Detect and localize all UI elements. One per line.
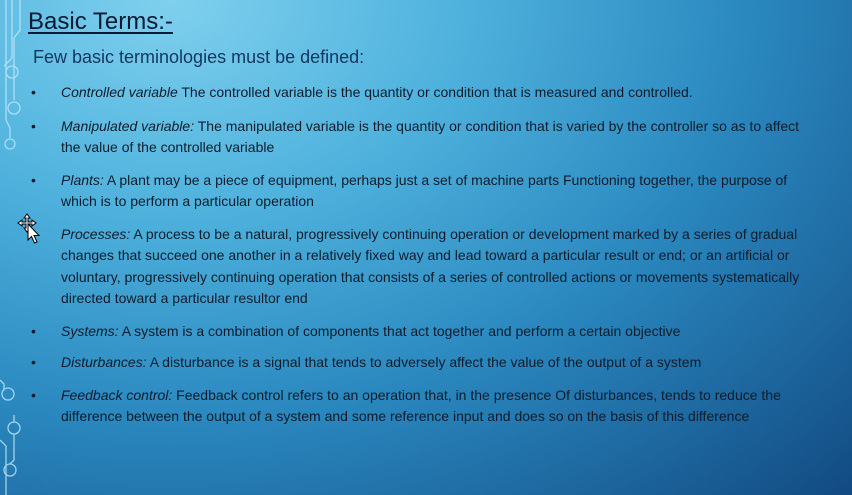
term-name: Plants: — [61, 171, 104, 188]
bullet-icon: • — [31, 117, 36, 134]
term-plants: • Plants: A plant may be a piece of equip… — [31, 170, 801, 213]
move-cursor-icon — [17, 213, 41, 244]
slide-title: Basic Terms:- — [28, 8, 173, 35]
bullet-icon: • — [31, 354, 36, 370]
term-systems: • Systems: A system is a combination of c… — [31, 321, 801, 343]
term-definition: A disturbance is a signal that tends to … — [146, 354, 702, 370]
term-feedback-control: • Feedback control: Feedback control refe… — [31, 385, 801, 428]
terms-list: • Controlled variable The controlled vari… — [31, 82, 801, 428]
term-name: Feedback control: — [61, 386, 173, 403]
term-disturbances: • Disturbances: A disturbance is a signal… — [31, 352, 801, 374]
term-definition: A plant may be a piece of equipment, per… — [61, 171, 788, 210]
bullet-icon: • — [31, 171, 36, 188]
term-definition: Feedback control refers to an operation … — [61, 386, 781, 425]
term-controlled-variable: • Controlled variable The controlled vari… — [31, 82, 801, 104]
bullet-icon: • — [31, 84, 36, 100]
term-manipulated-variable: • Manipulated variable: The manipulated v… — [31, 116, 801, 159]
term-name: Systems: — [61, 322, 119, 339]
term-name: Disturbances: — [61, 354, 147, 370]
term-name: Manipulated variable: — [61, 117, 195, 134]
term-name: Processes: — [61, 225, 131, 242]
term-definition: The manipulated variable is the quantity… — [61, 117, 800, 156]
term-definition: A system is a combination of components … — [118, 322, 681, 339]
term-definition: The controlled variable is the quantity … — [177, 84, 693, 100]
term-name: Controlled variable — [61, 84, 178, 100]
term-processes: •Processes: A process to be a natural, p… — [31, 224, 801, 310]
term-definition: A process to be a natural, progressively… — [61, 225, 800, 307]
bullet-icon: • — [31, 322, 36, 339]
bullet-icon: • — [31, 386, 36, 403]
slide-subtitle: Few basic terminologies must be defined: — [33, 47, 365, 67]
